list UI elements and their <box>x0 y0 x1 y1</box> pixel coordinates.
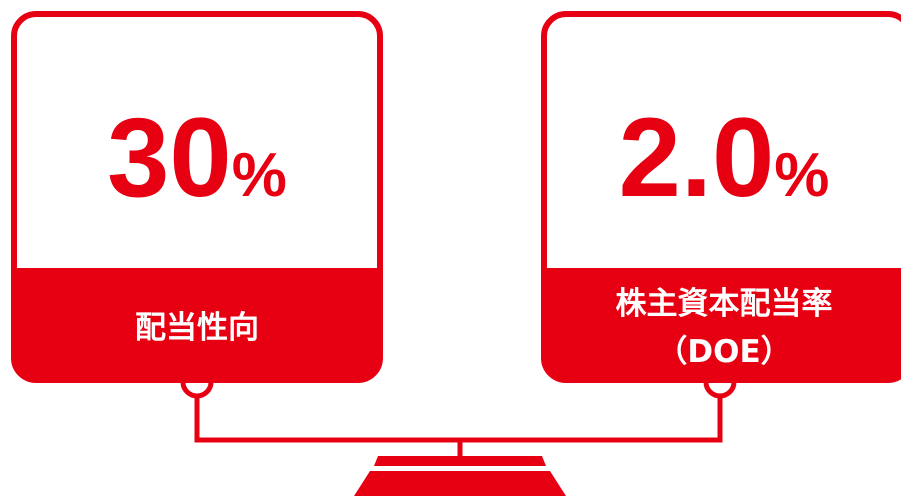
unit: % <box>232 141 287 210</box>
value: 30 <box>107 95 232 220</box>
label-band <box>14 268 380 380</box>
box-border <box>11 11 383 383</box>
label: 配当性向 <box>135 310 259 346</box>
beam <box>194 396 723 443</box>
unit: % <box>774 141 829 210</box>
value-text: 2.0% <box>619 95 830 220</box>
value: 2.0 <box>619 95 775 220</box>
value-text: 30% <box>107 95 287 220</box>
stand-base <box>354 471 566 496</box>
label-band <box>544 268 901 380</box>
right-hook <box>703 381 737 399</box>
left-box: 30% 配当性向 <box>11 11 383 383</box>
label-line: （DOE） <box>656 334 791 370</box>
scale-frame <box>180 381 737 456</box>
label-line: 株主資本配当率 <box>616 286 833 322</box>
right-box: 2.0% 株主資本配当率 （DOE） <box>541 11 901 383</box>
stand-top <box>374 456 546 466</box>
box-border <box>541 11 901 383</box>
left-hook <box>180 381 214 399</box>
